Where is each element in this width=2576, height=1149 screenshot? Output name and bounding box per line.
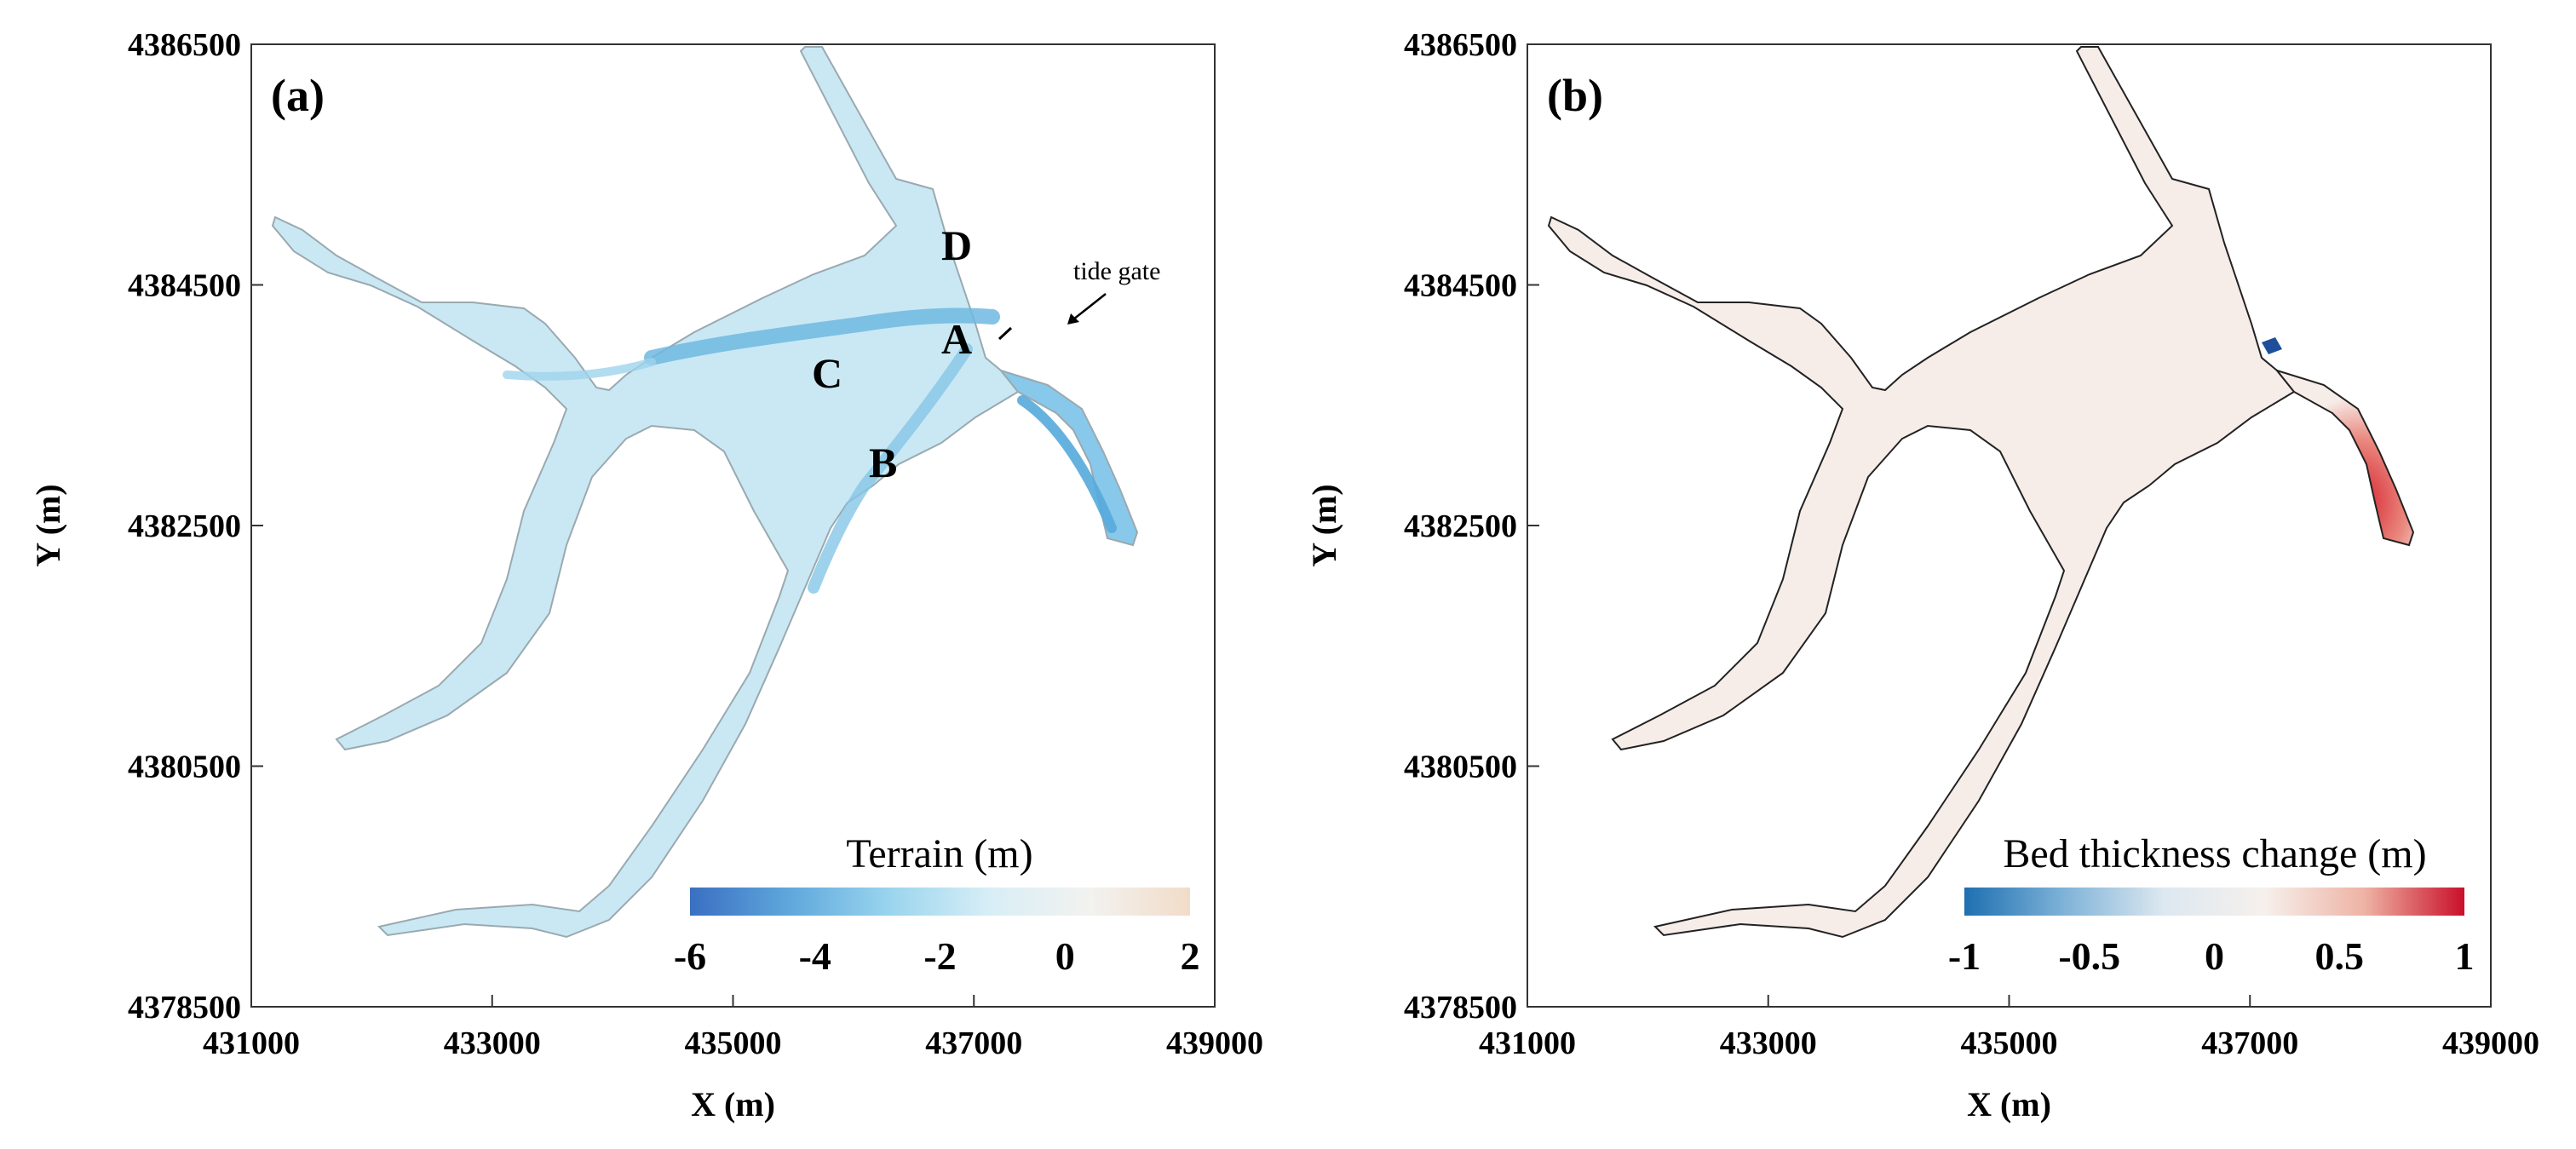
y-tick-label: 4386500 (128, 27, 241, 63)
bed-change-colorbar-title: Bed thickness change (m) (2003, 831, 2426, 876)
site-label-c: C (812, 349, 842, 397)
colorbar-tick: 0 (2205, 934, 2224, 978)
panel-tag: (a) (271, 70, 325, 121)
colorbar-tick: -2 (923, 934, 956, 978)
axes-a: 431000 433000 435000 437000 439000 4378500 438… (29, 27, 1263, 1123)
x-tick-label: 439000 (2442, 1025, 2539, 1061)
x-tick-label: 437000 (925, 1025, 1022, 1061)
tide-gate-arrowhead (1067, 313, 1079, 325)
plot-frame (1527, 43, 2492, 1008)
site-label-b: B (869, 439, 897, 486)
y-axis-label: Y (m) (29, 484, 67, 566)
tide-gate-label: tide gate (1073, 257, 1160, 285)
y-tick-label: 4382500 (1404, 508, 1517, 544)
deposition-zone (2274, 369, 2415, 547)
terrain-colorbar (690, 888, 1190, 916)
colorbar-tick: 0.5 (2315, 934, 2365, 978)
colorbar-tick: 2 (1181, 934, 1200, 978)
y-tick-label: 4378500 (128, 990, 241, 1025)
site-label-d: D (941, 221, 972, 269)
colorbar-tick: -0.5 (2058, 934, 2120, 978)
bed-change-colorbar (1964, 888, 2464, 916)
x-axis-label: X (m) (691, 1085, 775, 1123)
x-tick-label: 437000 (2201, 1025, 2298, 1061)
west-channel (503, 358, 656, 381)
x-tick-label: 439000 (1166, 1025, 1263, 1061)
panel-tag: (b) (1547, 70, 1603, 121)
panel-a: A B C D tide gate Terrain (m) -6 -4 -2 0… (29, 27, 1263, 1123)
gate-channel (1017, 395, 1117, 533)
y-tick-label: 4386500 (1404, 27, 1517, 63)
plot-frame (250, 43, 1216, 1008)
y-axis-label: Y (m) (1305, 484, 1343, 566)
terrain-colorbar-ticks: -6 -4 -2 0 2 (674, 934, 1200, 978)
y-tick-label: 4380500 (1404, 750, 1517, 785)
main-channel (644, 307, 1000, 365)
colorbar-tick: -4 (799, 934, 831, 978)
axes-b: 431000 433000 435000 437000 439000 4378500 438… (1305, 27, 2539, 1123)
scour-spot (2262, 337, 2282, 354)
x-tick-label: 435000 (685, 1025, 782, 1061)
x-tick-label: 431000 (203, 1025, 300, 1061)
y-tick-label: 4384500 (1404, 268, 1517, 304)
bed-change-colorbar-ticks: -1 -0.5 0 0.5 1 (1948, 934, 2475, 978)
y-tick-label: 4384500 (128, 268, 241, 304)
branch-channel (808, 343, 973, 594)
site-label-a: A (941, 315, 972, 363)
tide-gate-marker (998, 326, 1013, 341)
tide-gate-arrow-line (1072, 293, 1107, 320)
x-tick-label: 431000 (1479, 1025, 1576, 1061)
y-tick-label: 4378500 (1404, 990, 1517, 1025)
y-tick-label: 4382500 (128, 508, 241, 544)
colorbar-tick: 1 (2455, 934, 2475, 978)
colorbar-tick: -1 (1948, 934, 1981, 978)
panel-b: Bed thickness change (m) -1 -0.5 0 0.5 1… (1305, 27, 2539, 1123)
x-tick-label: 433000 (444, 1025, 541, 1061)
y-tick-label: 4380500 (128, 750, 241, 785)
x-tick-label: 435000 (1961, 1025, 2058, 1061)
colorbar-tick: -6 (674, 934, 706, 978)
colorbar-tick: 0 (1055, 934, 1075, 978)
x-tick-label: 433000 (1720, 1025, 1817, 1061)
x-axis-label: X (m) (1967, 1085, 2051, 1123)
terrain-colorbar-title: Terrain (m) (846, 831, 1032, 876)
